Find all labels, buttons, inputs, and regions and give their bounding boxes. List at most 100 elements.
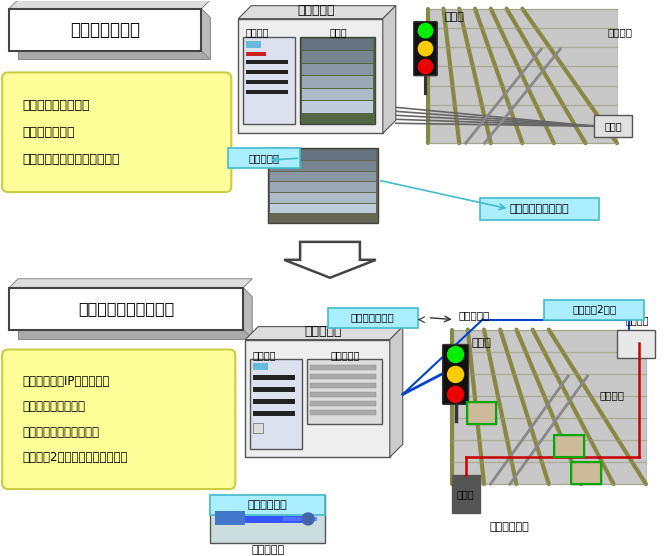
FancyBboxPatch shape bbox=[243, 37, 295, 125]
FancyBboxPatch shape bbox=[2, 72, 231, 192]
Text: 信号機器室: 信号機器室 bbox=[305, 325, 342, 337]
Polygon shape bbox=[18, 330, 252, 339]
Text: 複雑な配線: 複雑な配線 bbox=[248, 153, 280, 163]
Polygon shape bbox=[284, 242, 376, 278]
FancyBboxPatch shape bbox=[238, 18, 383, 133]
FancyBboxPatch shape bbox=[310, 365, 376, 370]
Text: 膨大な銅線ケーブル: 膨大な銅線ケーブル bbox=[22, 99, 90, 112]
FancyBboxPatch shape bbox=[310, 401, 376, 406]
Text: ケーブル敷設量削減: ケーブル敷設量削減 bbox=[22, 400, 85, 413]
Text: 制御装置: 制御装置 bbox=[245, 28, 269, 38]
FancyBboxPatch shape bbox=[452, 475, 479, 513]
FancyBboxPatch shape bbox=[310, 410, 376, 415]
FancyBboxPatch shape bbox=[246, 61, 288, 64]
Circle shape bbox=[448, 386, 463, 403]
Text: 信号機: 信号機 bbox=[471, 337, 491, 348]
Text: 制御回線2重化: 制御回線2重化 bbox=[572, 305, 616, 315]
Text: 従来の信号制御: 従来の信号制御 bbox=[70, 21, 140, 38]
FancyBboxPatch shape bbox=[246, 91, 288, 95]
Polygon shape bbox=[390, 326, 403, 457]
Circle shape bbox=[418, 59, 433, 74]
FancyBboxPatch shape bbox=[328, 307, 418, 327]
Polygon shape bbox=[243, 288, 252, 339]
FancyBboxPatch shape bbox=[544, 300, 644, 320]
FancyBboxPatch shape bbox=[414, 22, 438, 76]
Text: 制御回線2重化による信頼度向上: 制御回線2重化による信頼度向上 bbox=[22, 451, 127, 464]
FancyBboxPatch shape bbox=[554, 435, 584, 457]
Circle shape bbox=[418, 23, 433, 38]
Text: 膨大な銅線ケーブル: 膨大な銅線ケーブル bbox=[509, 204, 569, 214]
FancyBboxPatch shape bbox=[310, 384, 376, 389]
FancyBboxPatch shape bbox=[270, 150, 376, 160]
Text: 光ケーブル・IP技術の採用: 光ケーブル・IP技術の採用 bbox=[22, 375, 110, 388]
Text: 複雑な配線作業: 複雑な配線作業 bbox=[22, 126, 74, 139]
Polygon shape bbox=[18, 51, 210, 59]
Text: 中継箱: 中継箱 bbox=[604, 121, 622, 131]
FancyBboxPatch shape bbox=[210, 495, 325, 515]
Text: 電源箱: 電源箱 bbox=[457, 489, 474, 499]
Text: 光コネクタ: 光コネクタ bbox=[252, 545, 285, 555]
FancyBboxPatch shape bbox=[479, 198, 599, 220]
FancyBboxPatch shape bbox=[310, 374, 376, 379]
Polygon shape bbox=[9, 279, 252, 288]
Text: 転てつ機: 転てつ機 bbox=[607, 28, 632, 38]
Text: ネットワーク信号制御: ネットワーク信号制御 bbox=[78, 301, 175, 316]
FancyBboxPatch shape bbox=[253, 388, 295, 393]
Circle shape bbox=[418, 42, 433, 56]
Text: 配線作業の削減・簡素化: 配線作業の削減・簡素化 bbox=[22, 425, 99, 439]
Polygon shape bbox=[201, 9, 210, 59]
Polygon shape bbox=[452, 330, 646, 484]
FancyBboxPatch shape bbox=[307, 360, 382, 424]
FancyBboxPatch shape bbox=[246, 81, 288, 85]
Polygon shape bbox=[428, 9, 617, 143]
FancyBboxPatch shape bbox=[215, 511, 245, 525]
Polygon shape bbox=[245, 326, 403, 340]
Text: 制御装置: 制御装置 bbox=[252, 350, 276, 360]
Polygon shape bbox=[9, 0, 210, 9]
Text: 信号機: 信号機 bbox=[445, 12, 465, 22]
Text: 信号機器室: 信号機器室 bbox=[297, 4, 335, 17]
FancyBboxPatch shape bbox=[300, 37, 375, 125]
FancyBboxPatch shape bbox=[253, 399, 295, 404]
FancyBboxPatch shape bbox=[246, 52, 266, 57]
FancyBboxPatch shape bbox=[228, 148, 300, 168]
FancyBboxPatch shape bbox=[253, 411, 295, 416]
FancyBboxPatch shape bbox=[302, 101, 373, 113]
Text: 光伝送装置: 光伝送装置 bbox=[330, 350, 360, 360]
Polygon shape bbox=[383, 6, 396, 133]
FancyBboxPatch shape bbox=[302, 63, 373, 75]
FancyBboxPatch shape bbox=[443, 345, 469, 404]
FancyBboxPatch shape bbox=[2, 350, 235, 489]
Text: 配線の簡素化: 配線の簡素化 bbox=[248, 500, 288, 510]
FancyBboxPatch shape bbox=[253, 364, 268, 370]
FancyBboxPatch shape bbox=[617, 330, 655, 358]
FancyBboxPatch shape bbox=[594, 115, 632, 137]
Circle shape bbox=[448, 346, 463, 363]
Text: 配線架: 配線架 bbox=[329, 28, 347, 38]
FancyBboxPatch shape bbox=[9, 288, 243, 330]
Circle shape bbox=[302, 513, 314, 525]
FancyBboxPatch shape bbox=[270, 182, 376, 192]
FancyBboxPatch shape bbox=[9, 9, 201, 51]
FancyBboxPatch shape bbox=[245, 340, 390, 457]
FancyBboxPatch shape bbox=[571, 462, 601, 484]
FancyBboxPatch shape bbox=[253, 375, 295, 380]
FancyBboxPatch shape bbox=[270, 172, 376, 181]
Polygon shape bbox=[238, 6, 396, 18]
FancyBboxPatch shape bbox=[270, 193, 376, 202]
FancyBboxPatch shape bbox=[246, 41, 261, 47]
FancyBboxPatch shape bbox=[246, 71, 288, 75]
Text: 転てつ機: 転てつ機 bbox=[599, 390, 624, 400]
FancyBboxPatch shape bbox=[302, 51, 373, 63]
FancyBboxPatch shape bbox=[268, 148, 378, 223]
FancyBboxPatch shape bbox=[270, 203, 376, 214]
Text: 光ケーブル: 光ケーブル bbox=[459, 311, 490, 321]
FancyBboxPatch shape bbox=[310, 393, 376, 398]
FancyBboxPatch shape bbox=[302, 76, 373, 88]
FancyBboxPatch shape bbox=[210, 495, 325, 543]
FancyBboxPatch shape bbox=[250, 360, 302, 449]
FancyBboxPatch shape bbox=[253, 423, 263, 433]
FancyBboxPatch shape bbox=[302, 38, 373, 50]
Text: 光成端箱: 光成端箱 bbox=[625, 316, 649, 326]
Text: 電源ケーブル: 電源ケーブル bbox=[489, 522, 529, 532]
